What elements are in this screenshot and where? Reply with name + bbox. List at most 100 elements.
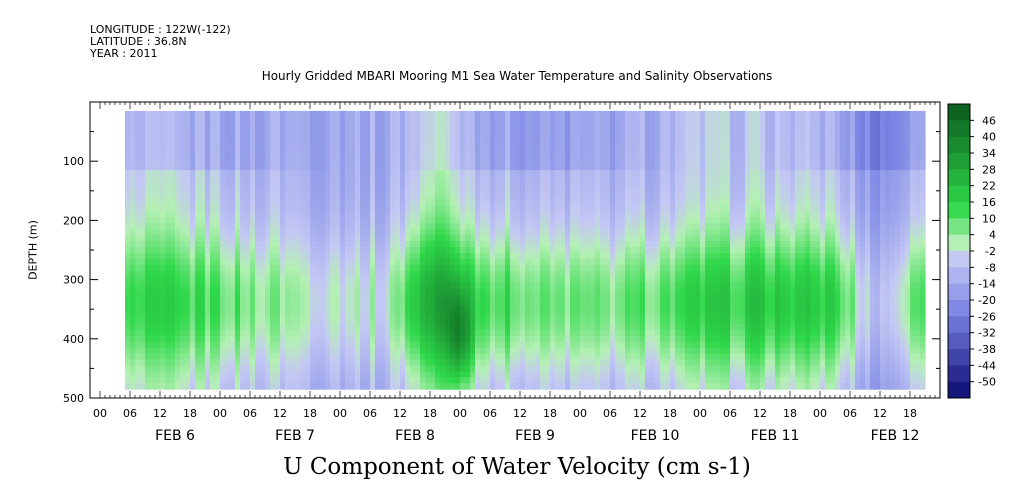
heatmap-cell bbox=[295, 181, 301, 189]
heatmap-cell bbox=[320, 223, 326, 230]
heatmap-cell bbox=[420, 288, 426, 295]
heatmap-cell bbox=[305, 122, 311, 130]
heatmap-cell bbox=[625, 235, 631, 242]
heatmap-cell bbox=[470, 294, 476, 301]
heatmap-cell bbox=[270, 276, 276, 284]
heatmap-cell bbox=[570, 176, 576, 183]
heatmap-cell bbox=[555, 264, 561, 272]
heatmap-cell bbox=[300, 199, 306, 207]
heatmap-cell bbox=[245, 170, 251, 177]
heatmap-cell bbox=[620, 134, 626, 142]
heatmap-cell bbox=[230, 122, 236, 130]
heatmap-cell bbox=[220, 312, 226, 319]
heatmap-cell bbox=[370, 318, 376, 325]
heatmap-cell bbox=[280, 300, 286, 307]
heatmap-cell bbox=[315, 122, 321, 130]
heatmap-cell bbox=[350, 353, 356, 361]
heatmap-cell bbox=[360, 270, 366, 278]
heatmap-cell bbox=[620, 324, 626, 331]
heatmap-cell bbox=[480, 270, 486, 278]
heatmap-cell bbox=[515, 253, 521, 260]
heatmap-cell bbox=[385, 359, 391, 366]
heatmap-cell bbox=[200, 241, 206, 248]
heatmap-cell bbox=[140, 235, 146, 242]
heatmap-cell bbox=[185, 318, 191, 325]
heatmap-cell bbox=[545, 164, 551, 171]
heatmap-cell bbox=[440, 217, 446, 224]
heatmap-cell bbox=[230, 110, 236, 118]
heatmap-cell bbox=[355, 318, 361, 325]
heatmap-cell bbox=[650, 359, 656, 366]
heatmap-cell bbox=[320, 312, 326, 319]
heatmap-cell bbox=[555, 383, 561, 390]
heatmap-cell bbox=[395, 353, 401, 361]
heatmap-cell bbox=[630, 205, 636, 213]
heatmap-cell bbox=[130, 199, 136, 207]
heatmap-cell bbox=[250, 170, 256, 177]
heatmap-cell bbox=[205, 146, 211, 153]
heatmap-cell bbox=[580, 158, 586, 165]
heatmap-cell bbox=[530, 122, 536, 130]
heatmap-cell bbox=[160, 312, 166, 319]
heatmap-cell bbox=[520, 288, 526, 295]
heatmap-cell bbox=[235, 335, 241, 343]
heatmap-cell bbox=[255, 140, 261, 147]
heatmap-cell bbox=[215, 341, 221, 349]
heatmap-cell bbox=[125, 270, 131, 278]
heatmap-cell bbox=[445, 359, 451, 366]
heatmap-cell bbox=[135, 247, 141, 254]
heatmap-cell bbox=[520, 347, 526, 355]
heatmap-cell bbox=[510, 329, 516, 337]
heatmap-cell bbox=[565, 318, 571, 325]
heatmap-cell bbox=[590, 377, 596, 384]
heatmap-cell bbox=[555, 211, 561, 218]
heatmap-cell bbox=[125, 211, 131, 218]
heatmap-cell bbox=[305, 329, 311, 337]
heatmap-cell bbox=[315, 282, 321, 290]
heatmap-cell bbox=[485, 306, 491, 313]
heatmap-cell bbox=[455, 122, 461, 130]
heatmap-cell bbox=[350, 140, 356, 147]
heatmap-cell bbox=[515, 347, 521, 355]
heatmap-cell bbox=[335, 211, 341, 218]
heatmap-cell bbox=[410, 247, 416, 254]
heatmap-cell bbox=[650, 347, 656, 355]
heatmap-cell bbox=[405, 247, 411, 254]
heatmap-cell bbox=[360, 110, 366, 118]
heatmap-cell bbox=[480, 247, 486, 254]
heatmap-cell bbox=[545, 223, 551, 230]
heatmap-cell bbox=[515, 122, 521, 130]
heatmap-cell bbox=[280, 205, 286, 213]
heatmap-cell bbox=[600, 187, 606, 195]
heatmap-cell bbox=[595, 170, 601, 177]
heatmap-cell bbox=[165, 318, 171, 325]
heatmap-cell bbox=[570, 217, 576, 224]
heatmap-cell bbox=[520, 217, 526, 224]
heatmap-cell bbox=[595, 134, 601, 142]
heatmap-cell bbox=[440, 282, 446, 290]
heatmap-cell bbox=[305, 318, 311, 325]
heatmap-cell bbox=[185, 140, 191, 147]
heatmap-cell bbox=[605, 335, 611, 343]
heatmap-cell bbox=[510, 359, 516, 366]
heatmap-cell bbox=[370, 170, 376, 177]
heatmap-cell bbox=[200, 270, 206, 278]
heatmap-cell bbox=[410, 294, 416, 301]
heatmap-cell bbox=[195, 158, 201, 165]
heatmap-cell bbox=[635, 122, 641, 130]
heatmap-cell bbox=[440, 152, 446, 159]
heatmap-cell bbox=[535, 181, 541, 189]
heatmap-cell bbox=[600, 241, 606, 248]
heatmap-cell bbox=[345, 347, 351, 355]
heatmap-cell bbox=[330, 223, 336, 230]
heatmap-cell bbox=[330, 253, 336, 260]
heatmap-cell bbox=[495, 324, 501, 331]
heatmap-cell bbox=[355, 176, 361, 183]
heatmap-cell bbox=[600, 170, 606, 177]
heatmap-cell bbox=[210, 110, 216, 118]
heatmap-cell bbox=[220, 383, 226, 390]
heatmap-cell bbox=[490, 199, 496, 207]
heatmap-cell bbox=[440, 300, 446, 307]
heatmap-cell bbox=[475, 306, 481, 313]
heatmap-cell bbox=[365, 365, 371, 372]
